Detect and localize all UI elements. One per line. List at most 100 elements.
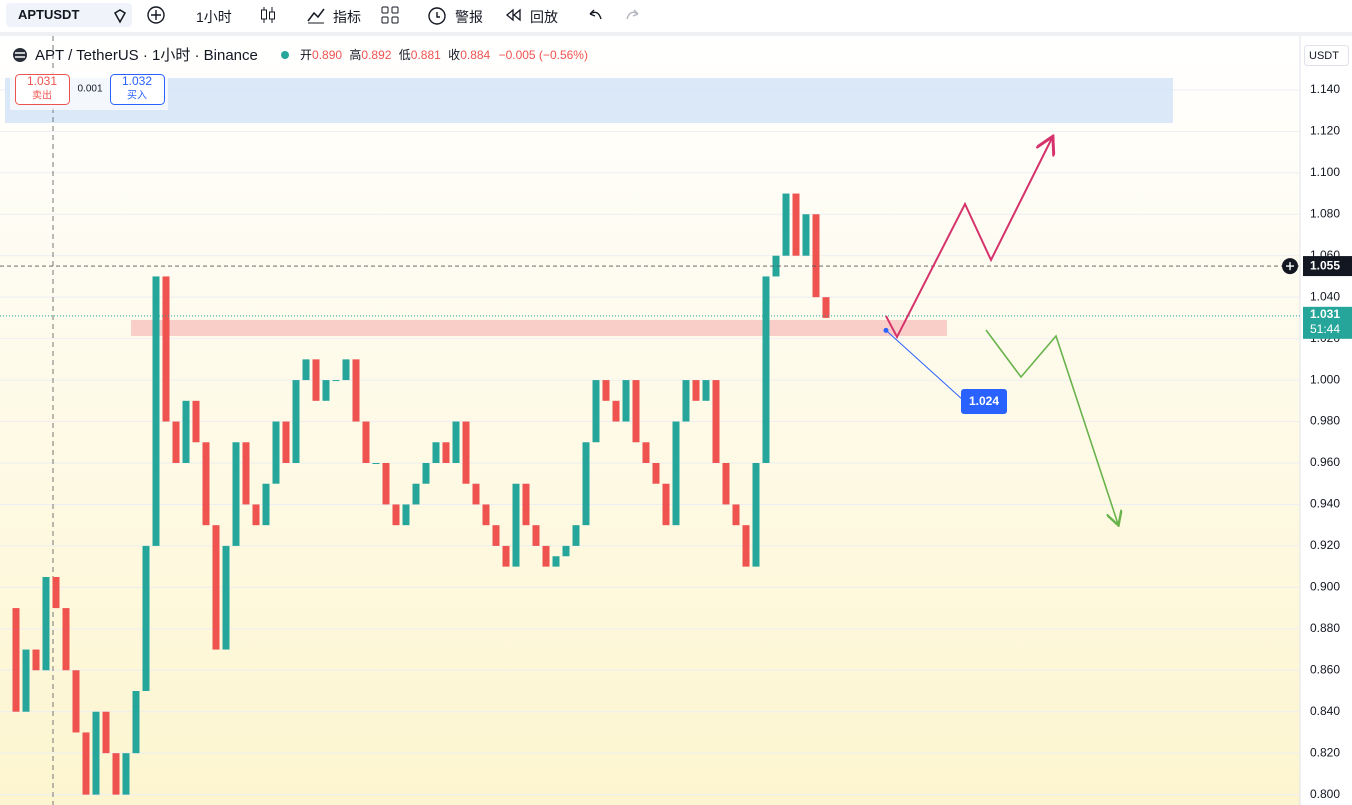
candle-body [312, 359, 320, 401]
add-order-icon [1286, 262, 1294, 271]
y-tick-label: 0.880 [1310, 621, 1340, 635]
candle-body [592, 380, 600, 443]
candle-body [472, 483, 480, 505]
buy-button[interactable] [110, 74, 165, 105]
y-tick-label: 0.920 [1310, 538, 1340, 552]
buy-price: 1.032 [122, 74, 152, 88]
open-label: 开 [300, 48, 312, 62]
y-tick-label: 1.040 [1310, 289, 1340, 303]
candle-body [262, 483, 270, 526]
candle-body [782, 193, 790, 256]
symbol-search[interactable]: APTUSDT [6, 3, 132, 27]
change: −0.005 (−0.56%) [499, 48, 588, 62]
candle-body [352, 359, 360, 422]
toolbar: APTUSDT 1小时 指标 警报 回放 [0, 0, 1352, 36]
candle-body [172, 421, 180, 463]
candle-body [242, 442, 250, 505]
replay-icon[interactable] [504, 6, 522, 24]
symbol-logo [13, 48, 27, 62]
candle-body [92, 711, 100, 795]
candle-body [152, 276, 160, 546]
alert-icon[interactable] [426, 4, 448, 26]
candle-body [382, 462, 390, 505]
candle-body [42, 576, 50, 671]
candle-body [232, 442, 240, 546]
y-tick-label: 0.840 [1310, 704, 1340, 718]
indicator-icon[interactable] [306, 5, 326, 25]
legend-title: APT / TetherUS · 1小时 · Binance [35, 47, 258, 64]
candle-body [22, 649, 30, 712]
candle-body [552, 556, 560, 567]
candle-body [292, 380, 300, 463]
y-tick-label: 0.800 [1310, 787, 1340, 801]
target-anchor [883, 327, 889, 333]
y-tick-label: 0.820 [1310, 745, 1340, 759]
candle-body [452, 421, 460, 463]
candle-body [772, 255, 780, 277]
target-line [885, 329, 964, 401]
layout-icon[interactable] [380, 5, 400, 25]
undo-icon[interactable] [586, 6, 604, 24]
candle-body [562, 545, 570, 557]
watch-icon[interactable] [112, 8, 128, 24]
candle-body [422, 462, 430, 484]
candle-body [282, 421, 290, 463]
y-tick-label: 1.000 [1310, 372, 1340, 386]
candle-body [492, 525, 500, 546]
currency-selector[interactable] [1304, 45, 1349, 66]
close-label: 收 [448, 48, 460, 62]
candle-body [742, 525, 750, 567]
replay[interactable]: 回放 [530, 9, 558, 25]
y-tick-label: 0.860 [1310, 662, 1340, 676]
candle-body [132, 690, 140, 754]
countdown: 51:44 [1310, 322, 1340, 336]
candle-body [712, 380, 720, 463]
candle-body [72, 670, 80, 733]
y-tick-label: 1.120 [1310, 124, 1340, 138]
support-zone [131, 320, 947, 336]
indicators[interactable]: 指标 [333, 9, 361, 25]
candle-body [162, 276, 170, 422]
candle-body [642, 442, 650, 463]
redo-icon[interactable] [624, 6, 642, 24]
candle-icon[interactable] [258, 5, 278, 25]
y-tick-label: 1.080 [1310, 206, 1340, 220]
candle-body [602, 380, 610, 401]
add-icon[interactable] [146, 5, 166, 25]
candle-body [272, 421, 280, 484]
candle-body [522, 483, 530, 526]
candle-body [182, 400, 190, 463]
candle-body [462, 421, 470, 484]
candle-body [362, 421, 370, 463]
open: 0.890 [312, 48, 342, 62]
candle-body [612, 400, 620, 422]
target-label: 1.024 [969, 394, 999, 408]
candle-body [732, 504, 740, 526]
candle-body [192, 400, 200, 443]
candle-body [32, 649, 40, 671]
candle-body [802, 214, 810, 256]
target-badge [961, 389, 1007, 414]
bearish-arrow [985, 329, 1118, 524]
sell-label: 卖出 [32, 89, 52, 102]
candle-body [622, 380, 630, 422]
candle-body [692, 380, 700, 401]
alerts[interactable]: 警报 [455, 9, 483, 25]
low-label: 低 [399, 48, 411, 62]
candle-body [672, 421, 680, 526]
last-price-badge [1303, 256, 1352, 277]
close: 0.884 [460, 48, 490, 62]
candle-body [442, 442, 450, 463]
candle-body [412, 483, 420, 505]
y-tick-label: 0.940 [1310, 497, 1340, 511]
last-price-label: 1.055 [1310, 258, 1340, 272]
spread: 0.001 [77, 84, 102, 95]
market-status [281, 51, 289, 59]
sell-button[interactable] [15, 74, 70, 105]
interval[interactable]: 1小时 [196, 9, 232, 25]
high: 0.892 [361, 48, 391, 62]
candle-body [222, 545, 230, 650]
candle-body [502, 545, 510, 567]
